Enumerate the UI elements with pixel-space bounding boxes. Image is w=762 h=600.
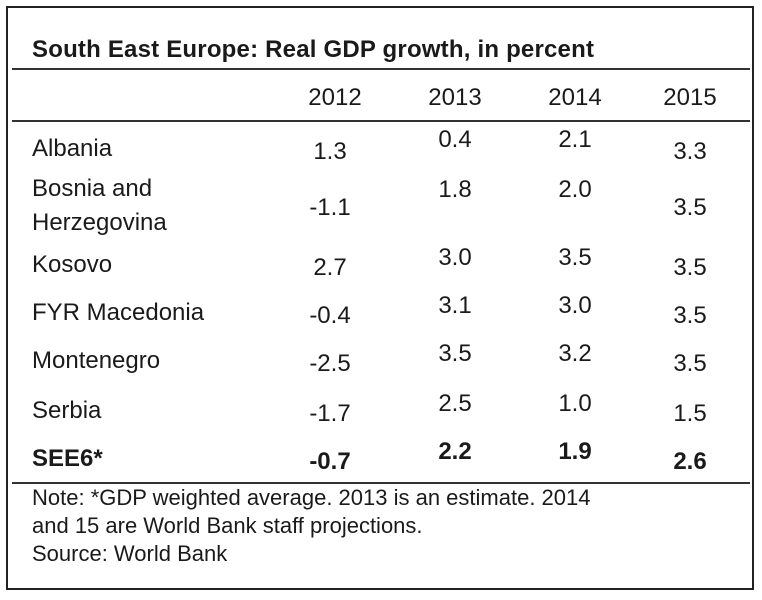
note-line-1: Note: *GDP weighted average. 2013 is an … — [32, 485, 591, 510]
title-rule — [12, 68, 750, 70]
table-cell: 2.2 — [438, 438, 472, 465]
year-header-2015: 2015 — [663, 84, 717, 111]
table-cell: 1.9 — [558, 438, 592, 465]
table-cell: 3.5 — [438, 340, 472, 367]
table-cell: 1.5 — [673, 400, 707, 427]
country-see6: SEE6* — [32, 445, 103, 472]
table-cell: 1.0 — [558, 390, 592, 417]
table-frame — [6, 6, 754, 590]
table-cell: 1.3 — [313, 138, 347, 165]
source-line: Source: World Bank — [32, 541, 228, 566]
table-cell: 3.1 — [438, 292, 472, 319]
table-cell: 3.0 — [438, 244, 472, 271]
table-cell: -2.5 — [309, 350, 351, 377]
year-header-2013: 2013 — [428, 84, 482, 111]
table-title: South East Europe: Real GDP growth, in p… — [32, 36, 595, 63]
year-header-2014: 2014 — [548, 84, 602, 111]
table-cell: -0.7 — [309, 448, 351, 475]
table-cell: 2.6 — [673, 448, 707, 475]
country-kosovo: Kosovo — [32, 251, 113, 278]
country-serbia: Serbia — [32, 397, 102, 424]
table-cell: 3.5 — [673, 302, 707, 329]
table-cell: -1.7 — [309, 400, 351, 427]
header-rule — [12, 120, 750, 122]
table-cell: 1.8 — [438, 176, 472, 203]
note-line-2: and 15 are World Bank staff projections. — [32, 513, 423, 538]
country-albania: Albania — [32, 135, 113, 162]
country-fyr-macedonia: FYR Macedonia — [32, 299, 205, 326]
table-cell: -0.4 — [309, 302, 351, 329]
table-cell: -1.1 — [309, 194, 351, 221]
footer-rule — [12, 482, 750, 484]
table-cell: 0.4 — [438, 126, 472, 153]
table-cell: 3.5 — [673, 350, 707, 377]
country-bosnia-line1: Bosnia and — [32, 175, 153, 202]
table-cell: 3.0 — [558, 292, 592, 319]
table-cell: 2.5 — [438, 390, 472, 417]
year-header-2012: 2012 — [308, 84, 362, 111]
table-cell: 2.1 — [558, 126, 592, 153]
table-cell: 3.3 — [673, 138, 707, 165]
table-cell: 2.7 — [313, 254, 347, 281]
table-cell: 3.5 — [673, 194, 707, 221]
table-cell: 3.2 — [558, 340, 592, 367]
table-note: Note: *GDP weighted average. 2013 is an … — [32, 484, 732, 568]
table-cell: 3.5 — [558, 244, 592, 271]
table-cell: 2.0 — [558, 176, 592, 203]
country-bosnia-line2: Herzegovina — [32, 209, 167, 236]
table-cell: 3.5 — [673, 254, 707, 281]
country-montenegro: Montenegro — [32, 347, 161, 374]
